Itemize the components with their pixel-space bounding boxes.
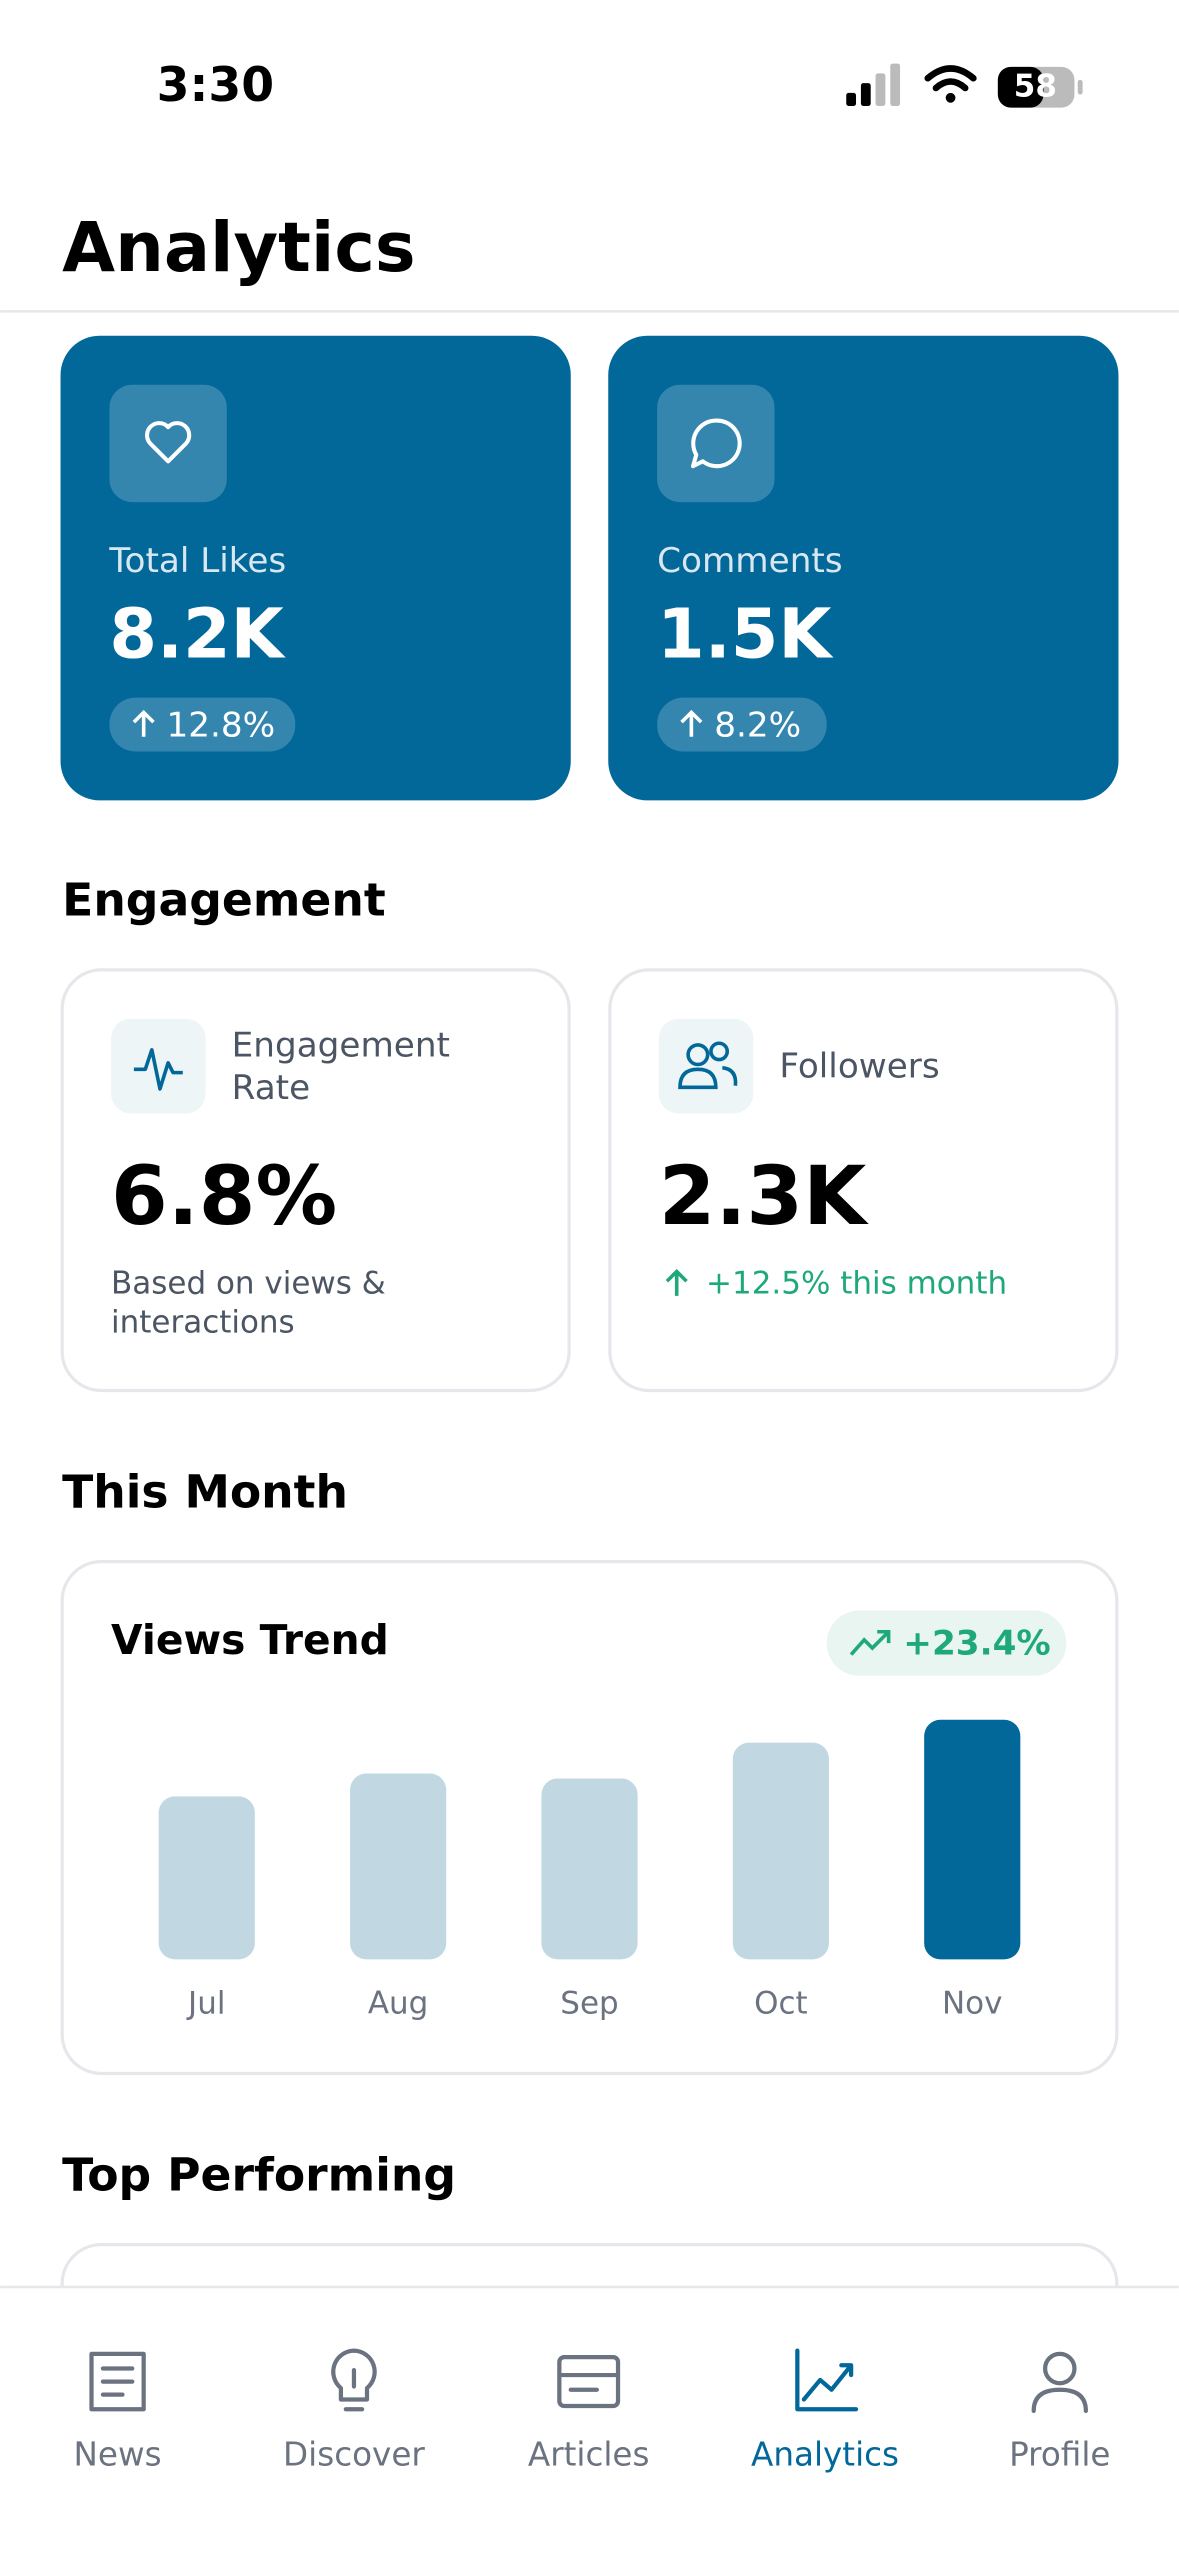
trend-badge (826, 1610, 1067, 1676)
bar (732, 1742, 829, 1960)
note-line: Based on views & (111, 1265, 386, 1301)
tab-label: Articles (528, 2436, 650, 2474)
heart-icon (145, 421, 192, 464)
metric-note: Based on views & interactions (111, 1265, 396, 1340)
tab-items: News Discover Articles Analytics Profile (74, 2348, 1110, 2474)
metric-value: 6.8% (111, 1149, 337, 1244)
up-arrow (680, 709, 703, 737)
stat-change: 12.8% (166, 706, 275, 746)
bar-chart: Jul Aug Sep Oct Nov (158, 1719, 1021, 2022)
tab-label: Discover (283, 2436, 425, 2474)
metric-value: 2.3K (659, 1149, 869, 1244)
note-line: interactions (111, 1304, 295, 1340)
bar-label: Sep (560, 1986, 618, 2022)
tab-icon (331, 2348, 377, 2412)
stat-change: 8.2% (714, 706, 801, 746)
metric-card: Engagement Rate 6.8% Based on views & in… (60, 968, 571, 1393)
tab-icon (1031, 2351, 1088, 2414)
tab-item[interactable]: News (74, 2351, 162, 2474)
bar (541, 1778, 638, 1960)
metric-note: +12.5% this month (706, 1265, 1007, 1301)
bar (350, 1773, 447, 1960)
metric-card: Followers 2.3K +12.5% this month (608, 968, 1119, 1393)
bar-label: Oct (754, 1986, 808, 2022)
tab-label: Analytics (751, 2436, 899, 2474)
bar (158, 1796, 255, 1960)
bar-label: Nov (942, 1986, 1002, 2022)
tab-item[interactable]: Analytics (751, 2348, 899, 2474)
tab-item[interactable]: Discover (283, 2348, 425, 2474)
tab-label: Profile (1009, 2436, 1110, 2474)
battery-text: 58 (1014, 69, 1057, 105)
stat-value: 1.5K (657, 595, 834, 675)
metric-label: Engagement Rate (232, 1025, 461, 1107)
stat-label: Total Likes (108, 541, 286, 581)
section-title: Engagement (62, 874, 385, 927)
tab-icon (795, 2348, 859, 2412)
status-time: 3:30 (157, 58, 275, 113)
tab-item[interactable]: Articles (528, 2355, 650, 2474)
stat-value: 8.2K (109, 595, 286, 675)
stat-label: Comments (657, 541, 842, 581)
tab-item[interactable]: Profile (1009, 2351, 1110, 2474)
chart-title: Views Trend (111, 1616, 389, 1664)
up-arrow (132, 709, 155, 737)
label-line: Engagement (232, 1025, 450, 1065)
bar-label: Aug (368, 1986, 428, 2022)
section-title: Top Performing (62, 2148, 456, 2201)
tab-icon (89, 2351, 146, 2412)
battery-level (997, 66, 1044, 108)
trend-icon (849, 1629, 891, 1656)
wifi-icon (924, 65, 977, 103)
label-line: Rate (232, 1067, 310, 1107)
stat-card[interactable]: Total Likes 8.2K 12.8% (60, 335, 571, 801)
battery-tip (1077, 79, 1083, 95)
note-line: +12.5% this month (706, 1265, 1007, 1301)
pulse-icon (133, 1047, 183, 1091)
trend-change: +23.4% (903, 1623, 1050, 1663)
tab-icon (557, 2355, 621, 2409)
up-arrow (665, 1268, 688, 1296)
stat-card[interactable]: Comments 1.5K 8.2% (608, 335, 1119, 801)
signal-icon (846, 63, 901, 106)
comment-icon (690, 418, 742, 469)
users-icon (678, 1041, 738, 1090)
bar-label: Jul (186, 1986, 225, 2022)
page-title: Analytics (62, 208, 416, 288)
section-title: This Month (62, 1465, 348, 1518)
tab-label: News (74, 2436, 162, 2474)
label-line: Followers (779, 1046, 939, 1086)
metric-label: Followers (779, 1046, 939, 1086)
tab-bar (0, 2287, 1179, 2556)
bar (924, 1719, 1021, 1960)
